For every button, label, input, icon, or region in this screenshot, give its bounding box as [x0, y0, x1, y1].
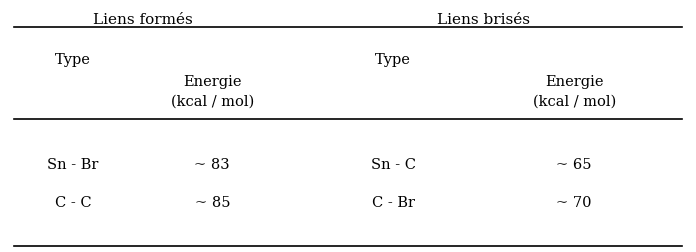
- Text: Type: Type: [375, 53, 411, 67]
- Text: ~ 85: ~ 85: [194, 195, 230, 209]
- Text: ~ 83: ~ 83: [194, 158, 230, 171]
- Text: Sn - Br: Sn - Br: [47, 158, 99, 171]
- Text: C - C: C - C: [55, 195, 91, 209]
- Text: ~ 70: ~ 70: [556, 195, 592, 209]
- Text: (kcal / mol): (kcal / mol): [171, 94, 254, 109]
- Text: Type: Type: [55, 53, 91, 67]
- Text: ~ 65: ~ 65: [556, 158, 592, 171]
- Text: Energie: Energie: [183, 75, 242, 89]
- Text: Liens brisés: Liens brisés: [437, 13, 530, 27]
- Text: Sn - C: Sn - C: [371, 158, 416, 171]
- Text: (kcal / mol): (kcal / mol): [532, 94, 616, 109]
- Text: C - Br: C - Br: [372, 195, 415, 209]
- Text: Energie: Energie: [545, 75, 603, 89]
- Text: Liens formés: Liens formés: [93, 13, 193, 27]
